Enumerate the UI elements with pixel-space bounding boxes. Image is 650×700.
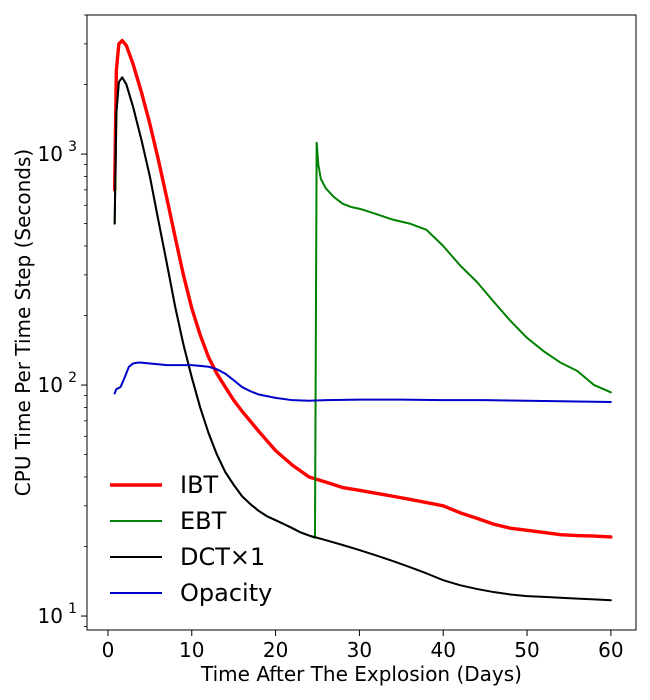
legend-item-opacity: Opacity: [110, 579, 272, 607]
y-tick-label: 10: [38, 604, 63, 628]
x-tick-label: 40: [430, 638, 455, 662]
legend-label: IBT: [180, 471, 219, 499]
series-line-opacity: [113, 361, 612, 403]
x-axis: 0 10 20 30 40 50 60: [102, 630, 624, 662]
x-tick-label: 50: [514, 638, 539, 662]
legend: IBT EBT DCT×1 Opacity: [110, 471, 272, 607]
legend-item-dct-1: DCT×1: [110, 543, 265, 571]
legend-label: Opacity: [180, 579, 272, 607]
y-tick-exponent: 3: [68, 139, 77, 155]
y-tick-exponent: 2: [68, 370, 77, 386]
y-tick-exponent: 1: [68, 601, 77, 617]
x-axis-label: Time After The Explosion (Days): [200, 662, 522, 686]
legend-label: EBT: [180, 507, 227, 535]
plot-area: [86, 14, 637, 631]
y-axis: 10 1 10 2 10 3: [38, 14, 87, 628]
legend-item-ebt: EBT: [110, 507, 227, 535]
y-tick-label: 10: [38, 142, 63, 166]
series-line-ibt: [112, 38, 613, 539]
legend-label: DCT×1: [180, 543, 265, 571]
x-tick-label: 60: [598, 638, 623, 662]
x-tick-label: 20: [263, 638, 288, 662]
legend-item-ibt: IBT: [110, 471, 219, 499]
y-axis-label: CPU Time Per Time Step (Seconds): [11, 149, 35, 496]
x-tick-label: 0: [102, 638, 115, 662]
x-tick-label: 30: [347, 638, 372, 662]
series-line-dct-1: [113, 76, 612, 602]
series-layer: [112, 38, 613, 602]
y-tick-label: 10: [38, 373, 63, 397]
x-tick-label: 10: [179, 638, 204, 662]
